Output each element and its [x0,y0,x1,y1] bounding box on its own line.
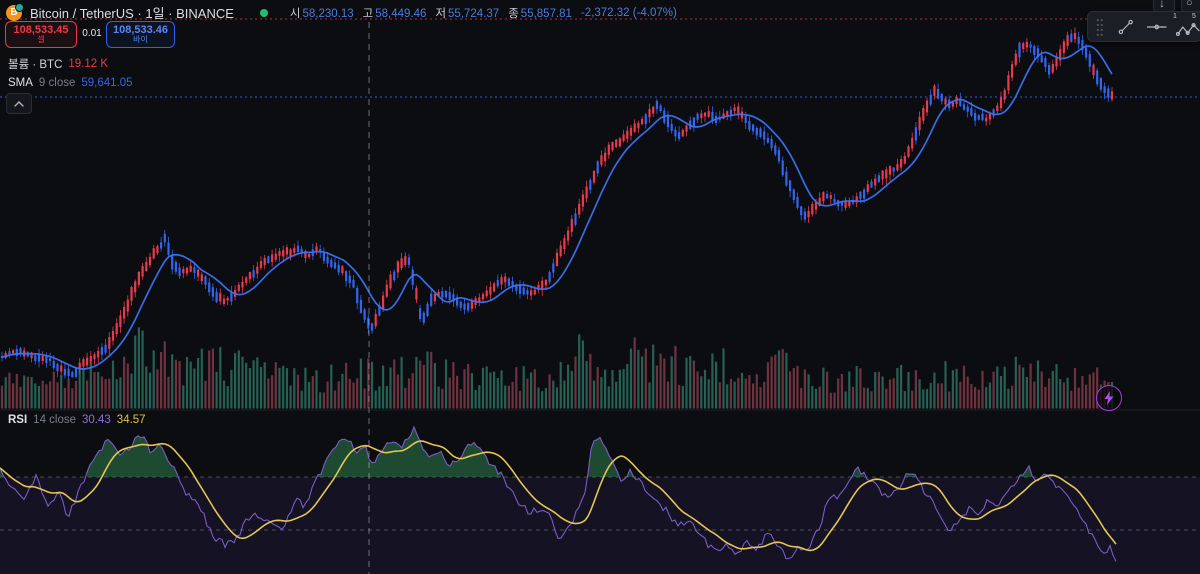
rsi-name: RSI [8,414,28,426]
symbol-title[interactable]: Bitcoin / TetherUS · 1일 · BINANCE [30,6,234,21]
bitcoin-icon: B [6,2,24,21]
buy-button[interactable]: 108,533.46 바이 [106,21,175,48]
sma-name: SMA [8,77,33,89]
spread-value: 0.01 [82,28,102,39]
camera-icon[interactable]: ○ [1181,0,1200,12]
sma-params: 9 close [38,77,76,89]
collapse-legend-button[interactable] [6,93,32,114]
ohlc-close: 종 55,857.81 [508,7,572,20]
trend-line-tool-icon[interactable] [1116,17,1136,37]
volume-value: 19.12 K [68,58,109,70]
rsi-value: 30.43 [82,414,111,426]
ohlc-readout: 시 58,230.13 고 58,449.46 저 55,724.37 종 55,857… [290,5,677,21]
price-change: -2,372.32 (-4.07%) [580,6,677,19]
horizontal-line-tool-icon[interactable] [1146,17,1167,37]
sma-legend[interactable]: SMA 9 close 59,641.05 [8,77,133,89]
sma-value: 59,641.05 [81,77,133,89]
download-icon[interactable]: ↓ [1153,0,1175,12]
volume-legend[interactable]: 볼륨 · BTC 19.12 K [8,56,108,72]
rsi-ma-value: 34.57 [116,414,146,426]
symbol-header: B Bitcoin / TetherUS · 1일 · BINANCE 시 58,… [6,2,677,22]
sell-button[interactable]: 108,533.45 셀 [5,21,77,48]
chevron-up-icon [14,100,24,107]
polyline-tool-icon[interactable] [1175,21,1200,39]
flash-trade-button[interactable] [1096,385,1122,411]
market-status-dot-icon [259,8,268,17]
ohlc-low: 저 55,724.37 [435,7,500,20]
drawing-toolbar: 1 5 [1087,11,1200,42]
lightning-icon [1104,391,1114,405]
ohlc-high: 고 58,449.46 [362,7,427,20]
toolbar-drag-handle[interactable] [1093,14,1107,40]
rsi-params: 14 close [33,414,77,426]
toolbar-badge-1: 1 [1173,13,1177,20]
volume-label: 볼륨 · BTC [8,59,63,71]
tether-badge-icon [15,2,24,12]
rsi-legend[interactable]: RSI 14 close 30.43 34.57 [8,414,146,426]
toolbar-badge-2: 5 [1192,13,1196,20]
ohlc-open: 시 58,230.13 [289,7,354,20]
